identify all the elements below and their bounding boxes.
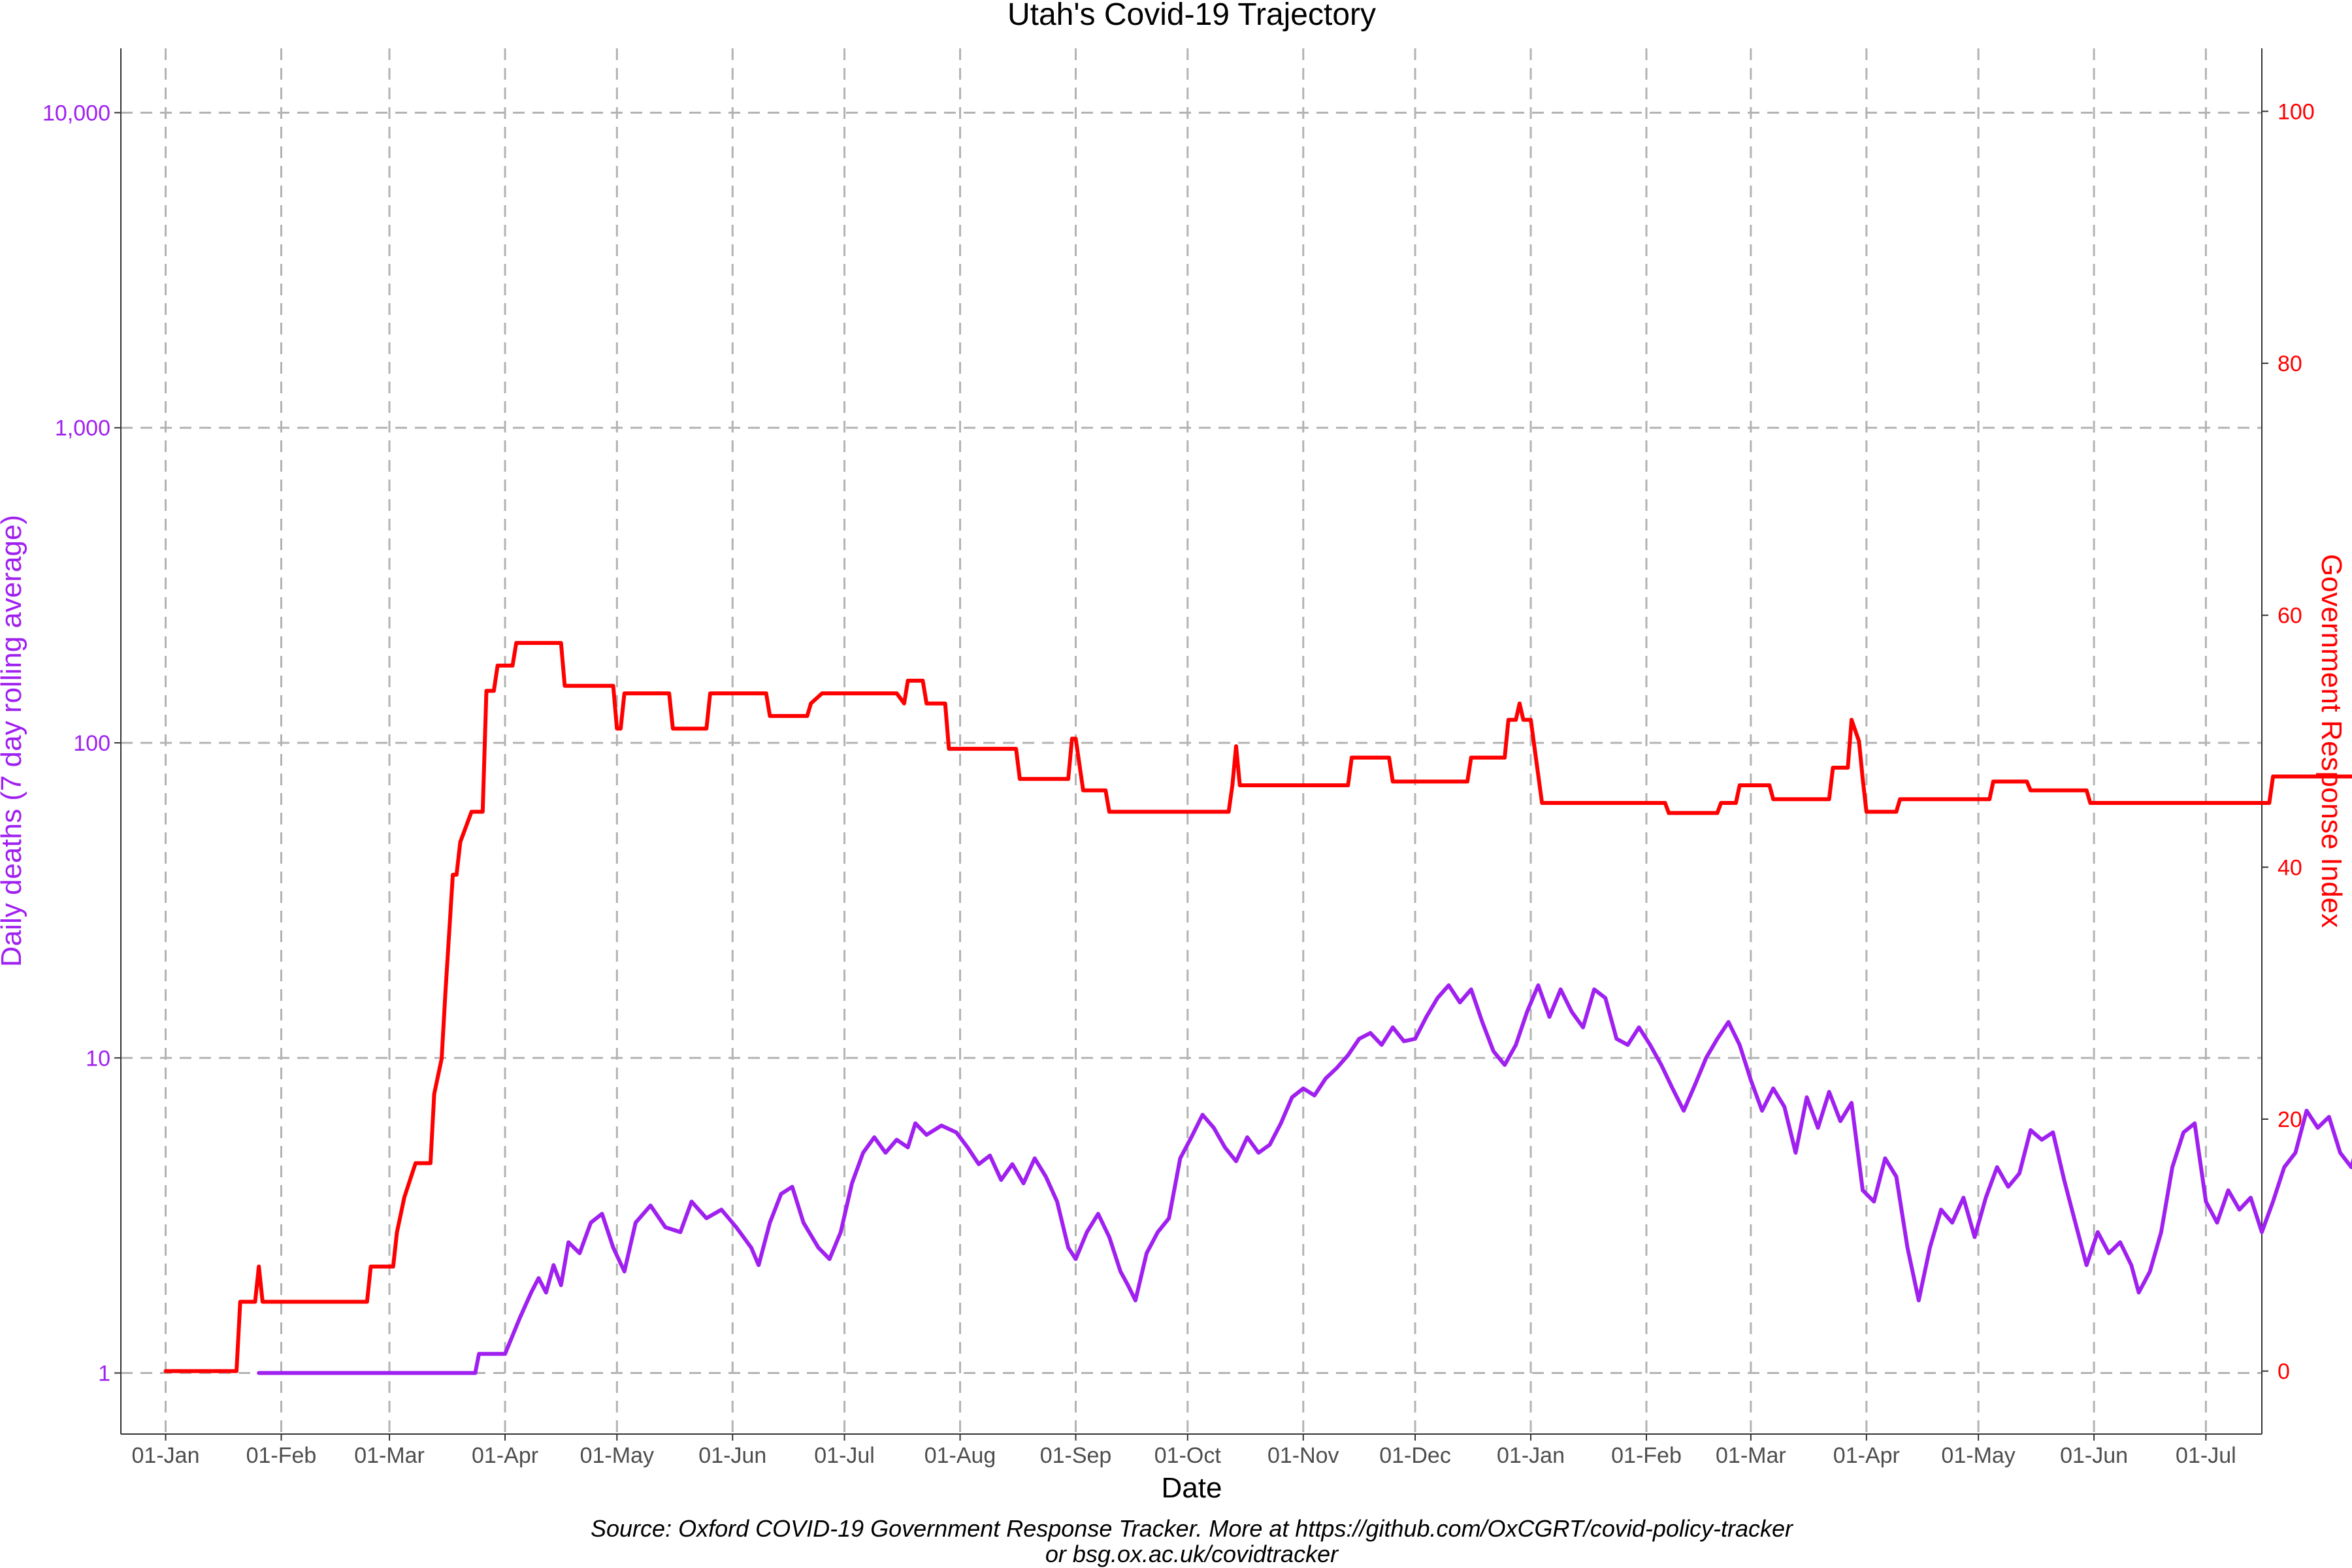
daily-deaths-line [257, 983, 2352, 1375]
x-tick-label: 01-Jan [1497, 1443, 1565, 1468]
x-tick-label: 01-Jul [2176, 1443, 2236, 1468]
series [163, 641, 2352, 1375]
right-tick-label: 60 [2278, 604, 2302, 629]
x-tick-label: 01-Nov [1267, 1443, 1339, 1468]
right-tick-label: 100 [2278, 99, 2315, 124]
x-tick-label: 01-Dec [1379, 1443, 1451, 1468]
x-tick-label: 01-Feb [246, 1443, 317, 1468]
axes [120, 48, 2262, 1435]
left-tick-label: 10 [86, 1046, 110, 1071]
x-tick-label: 01-Sep [1040, 1443, 1112, 1468]
x-tick-label: 01-Feb [1611, 1443, 1682, 1468]
chart-title: Utah's Covid-19 Trajectory [1007, 0, 1376, 32]
x-tick-label: 01-Apr [472, 1443, 538, 1468]
x-tick-label: 01-Aug [924, 1443, 996, 1468]
x-tick-label: 01-Jul [814, 1443, 875, 1468]
right-tick-label: 0 [2278, 1360, 2290, 1384]
government-response-line [163, 641, 2352, 1373]
x-axis-title: Date [1162, 1472, 1222, 1504]
x-tick-label: 01-Apr [1833, 1443, 1900, 1468]
right-tick-label: 40 [2278, 855, 2302, 880]
x-tick-label: 01-Jun [2060, 1443, 2128, 1468]
left-tick-label: 1,000 [55, 416, 110, 441]
left-tick-label: 100 [73, 731, 110, 756]
right-axis-title: Government Response Index [2315, 554, 2347, 928]
grid [121, 48, 2262, 1434]
x-tick-label: 01-Mar [1716, 1443, 1786, 1468]
right-tick-label: 80 [2278, 351, 2302, 376]
x-tick-label: 01-May [580, 1443, 654, 1468]
x-tick-label: 01-Oct [1154, 1443, 1222, 1468]
left-axis-title: Daily deaths (7 day rolling average) [0, 515, 27, 967]
x-tick-label: 01-Jan [132, 1443, 200, 1468]
x-tick-label: 01-May [1941, 1443, 2015, 1468]
ticks: 01-Jan 01-Feb 01-Mar 01-Apr 01-May 01-Jun 01-J… [42, 99, 2315, 1468]
caption-line-2: or bsg.ox.ac.uk/covidtracker [1045, 1541, 1339, 1567]
left-tick-label: 1 [98, 1362, 110, 1386]
caption-line-1: Source: Oxford COVID-19 Government Respo… [591, 1515, 1794, 1542]
right-tick-label: 20 [2278, 1107, 2302, 1132]
x-tick-label: 01-Mar [354, 1443, 425, 1468]
left-tick-label: 10,000 [42, 101, 110, 125]
x-tick-label: 01-Jun [698, 1443, 766, 1468]
